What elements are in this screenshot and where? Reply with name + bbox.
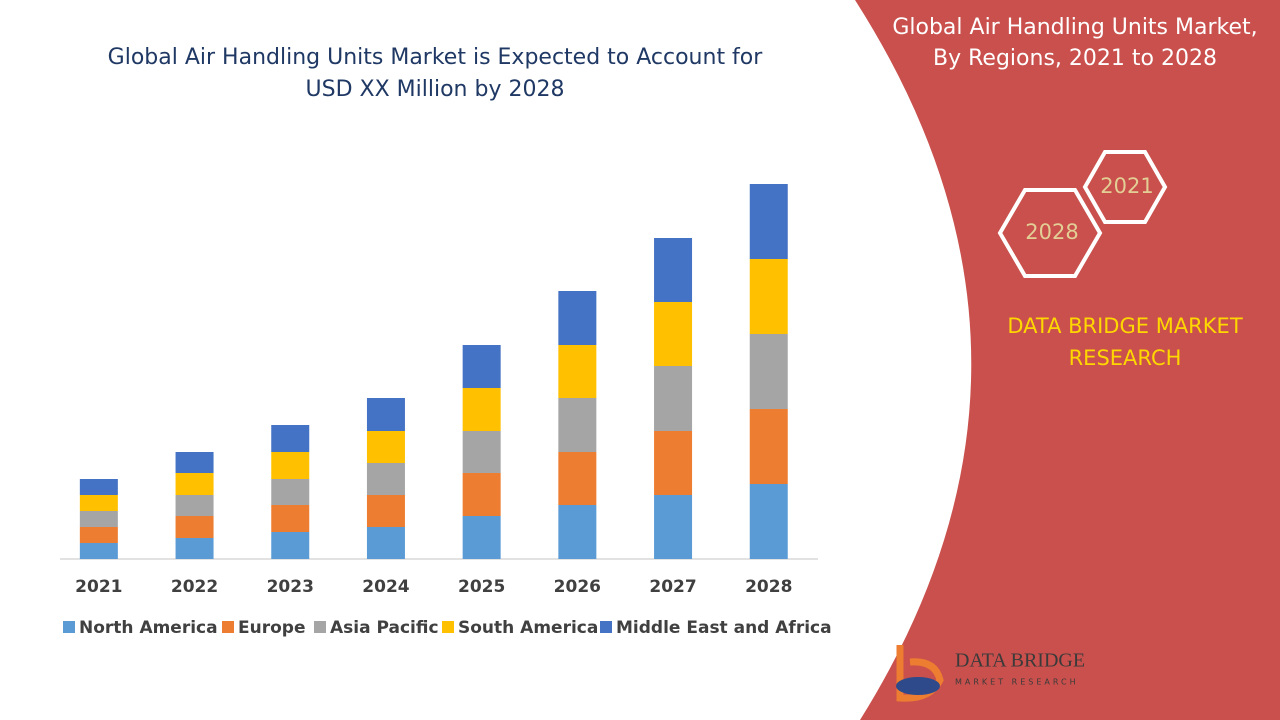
bar-segment	[462, 516, 501, 559]
bar-segment	[79, 543, 118, 559]
bar-segment	[175, 538, 214, 559]
bar-segment	[271, 479, 310, 505]
x-tick-label: 2025	[458, 577, 505, 597]
x-tick-label: 2022	[171, 577, 218, 597]
bar-segment	[79, 527, 118, 543]
legend-swatch	[600, 621, 612, 633]
chart-title: Global Air Handling Units Market is Expe…	[107, 45, 763, 102]
panel-title: Global Air Handling Units Market, By Reg…	[892, 15, 1258, 71]
hexagon-label: 2028	[1025, 220, 1078, 244]
bar-segment	[79, 495, 118, 511]
legend-label: Middle East and Africa	[616, 618, 832, 638]
bar-segment	[462, 388, 501, 431]
bar-segment	[654, 495, 693, 559]
bar-segment	[366, 431, 405, 463]
bar-segment	[271, 425, 310, 452]
bar-segment	[558, 452, 597, 505]
bar-segment	[558, 345, 597, 398]
legend-swatch	[63, 621, 75, 633]
bar-segment	[749, 484, 788, 559]
bar-segment	[366, 495, 405, 527]
brand-label: DATA BRIDGE MARKET RESEARCH	[1007, 314, 1243, 370]
bar-segment	[271, 452, 310, 479]
side-panel	[855, 0, 1280, 720]
bar-segment	[271, 532, 310, 559]
hexagon-label: 2021	[1100, 174, 1153, 198]
x-tick-label: 2027	[649, 577, 696, 597]
x-tick-label: 2024	[362, 577, 409, 597]
legend-label: North America	[79, 618, 218, 638]
x-tick-label: 2028	[745, 577, 792, 597]
bar-segment	[462, 345, 501, 388]
bar-segment	[654, 302, 693, 366]
bar-segment	[79, 511, 118, 527]
legend-label: Europe	[238, 618, 305, 638]
legend-swatch	[222, 621, 234, 633]
bar-segment	[175, 495, 214, 516]
hexagon	[997, 188, 1103, 278]
bar-segment	[462, 431, 501, 473]
legend-swatch	[314, 621, 326, 633]
legend-label: South America	[458, 618, 598, 638]
bar-segment	[558, 398, 597, 452]
x-tick-label: 2021	[75, 577, 122, 597]
bar-segment	[175, 473, 214, 495]
bar-segment	[366, 463, 405, 495]
bar-segment	[749, 184, 788, 259]
logo-icon	[896, 645, 944, 702]
logo-tagline: MARKET RESEARCH	[955, 678, 1079, 687]
bar-segment	[79, 479, 118, 495]
logo-icon	[896, 677, 940, 695]
bar-segment	[654, 238, 693, 302]
bar-segment	[749, 334, 788, 409]
bar-segment	[366, 527, 405, 559]
bar-segment	[366, 398, 405, 431]
bar-segment	[175, 452, 214, 473]
bar-segment	[749, 409, 788, 484]
legend-label: Asia Pacific	[330, 618, 439, 638]
x-tick-label: 2026	[554, 577, 601, 597]
bar-segment	[654, 366, 693, 431]
bar-segment	[654, 431, 693, 495]
bar-segment	[175, 516, 214, 538]
bar-segment	[558, 505, 597, 559]
legend-swatch	[442, 621, 454, 633]
x-tick-label: 2023	[267, 577, 314, 597]
hexagon	[1082, 150, 1168, 224]
bar-segment	[749, 259, 788, 334]
bar-segment	[462, 473, 501, 516]
bar-segment	[271, 505, 310, 532]
logo-name: DATA BRIDGE	[955, 650, 1085, 672]
bar-segment	[558, 291, 597, 345]
